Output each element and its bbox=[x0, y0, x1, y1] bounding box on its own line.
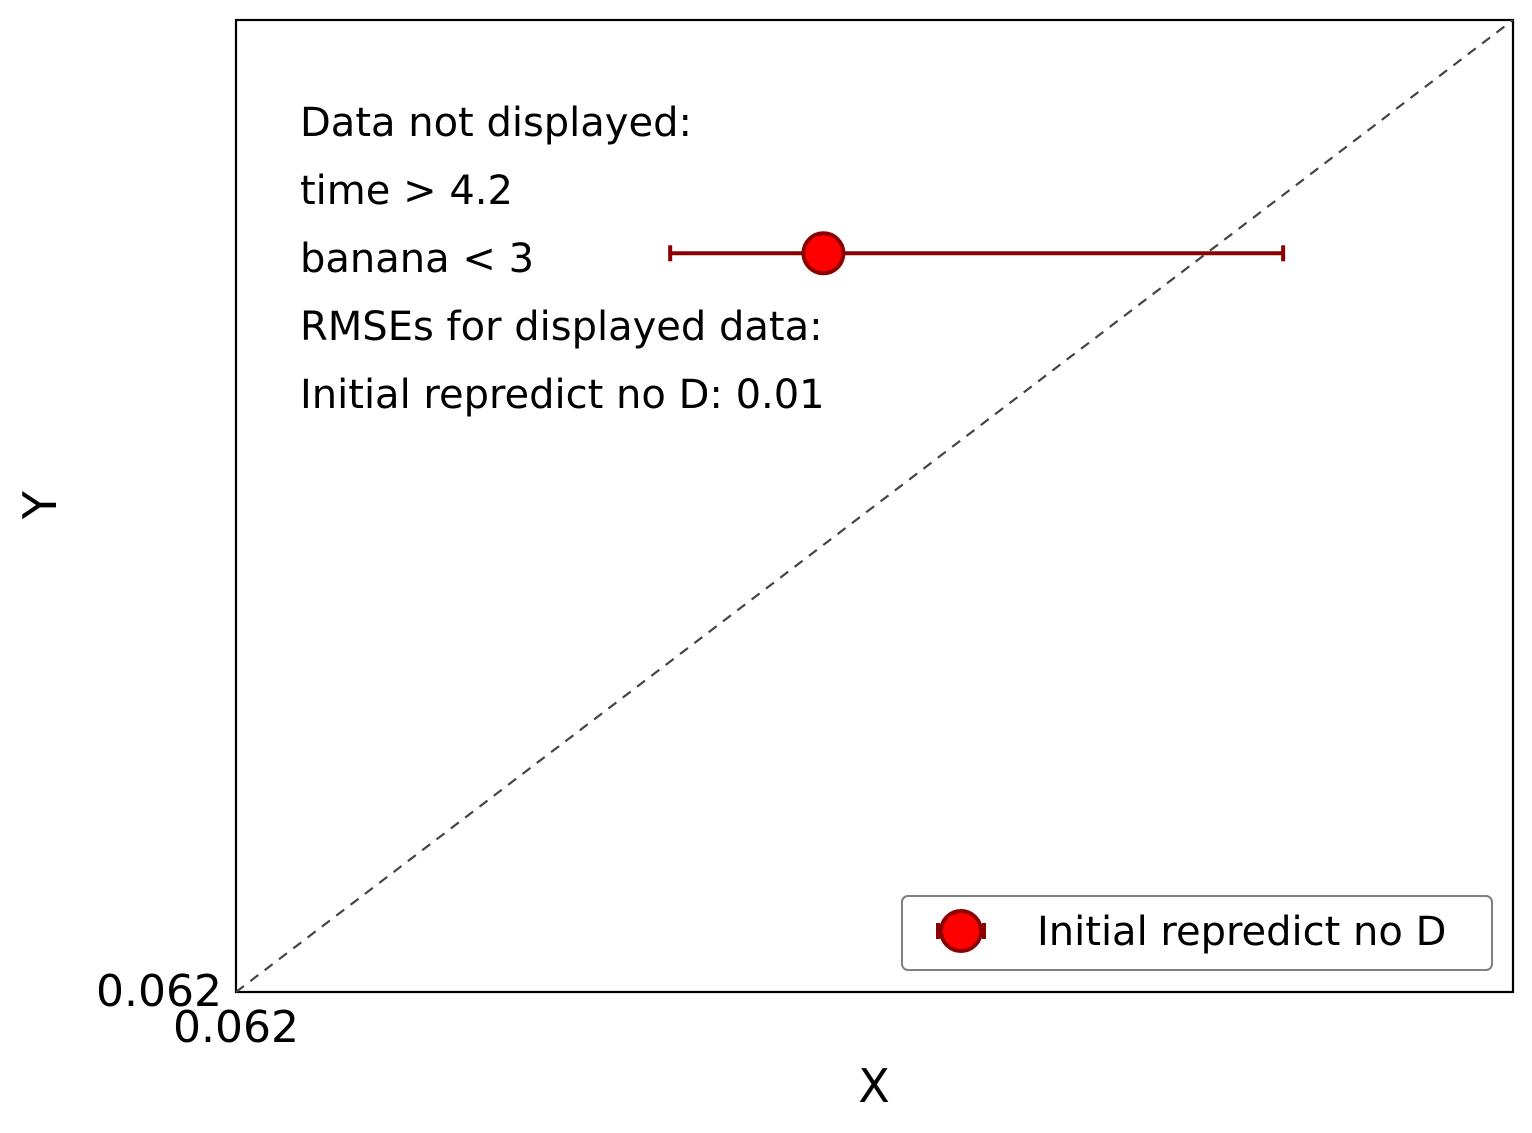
legend-box bbox=[901, 895, 1493, 971]
data-point bbox=[801, 231, 846, 276]
legend: Initial repredict no D bbox=[901, 895, 1493, 971]
legend-label: Initial repredict no D bbox=[1037, 909, 1446, 955]
annotation-line-1: Data not displayed: bbox=[300, 100, 692, 146]
annotation-line-5: Initial repredict no D: 0.01 bbox=[300, 372, 825, 418]
y-tick-label: 0.062 bbox=[96, 966, 222, 1017]
annotation-line-4: RMSEs for displayed data: bbox=[300, 304, 823, 350]
x-axis-label: X bbox=[858, 1059, 890, 1113]
x-tick-label: 0.062 bbox=[173, 1002, 299, 1053]
identity-reference-line bbox=[235, 19, 1514, 993]
legend-marker bbox=[939, 909, 983, 953]
annotation-line-3: banana < 3 bbox=[300, 236, 534, 282]
annotation-line-2: time > 4.2 bbox=[300, 168, 513, 214]
y-axis-label: Y bbox=[13, 490, 67, 520]
